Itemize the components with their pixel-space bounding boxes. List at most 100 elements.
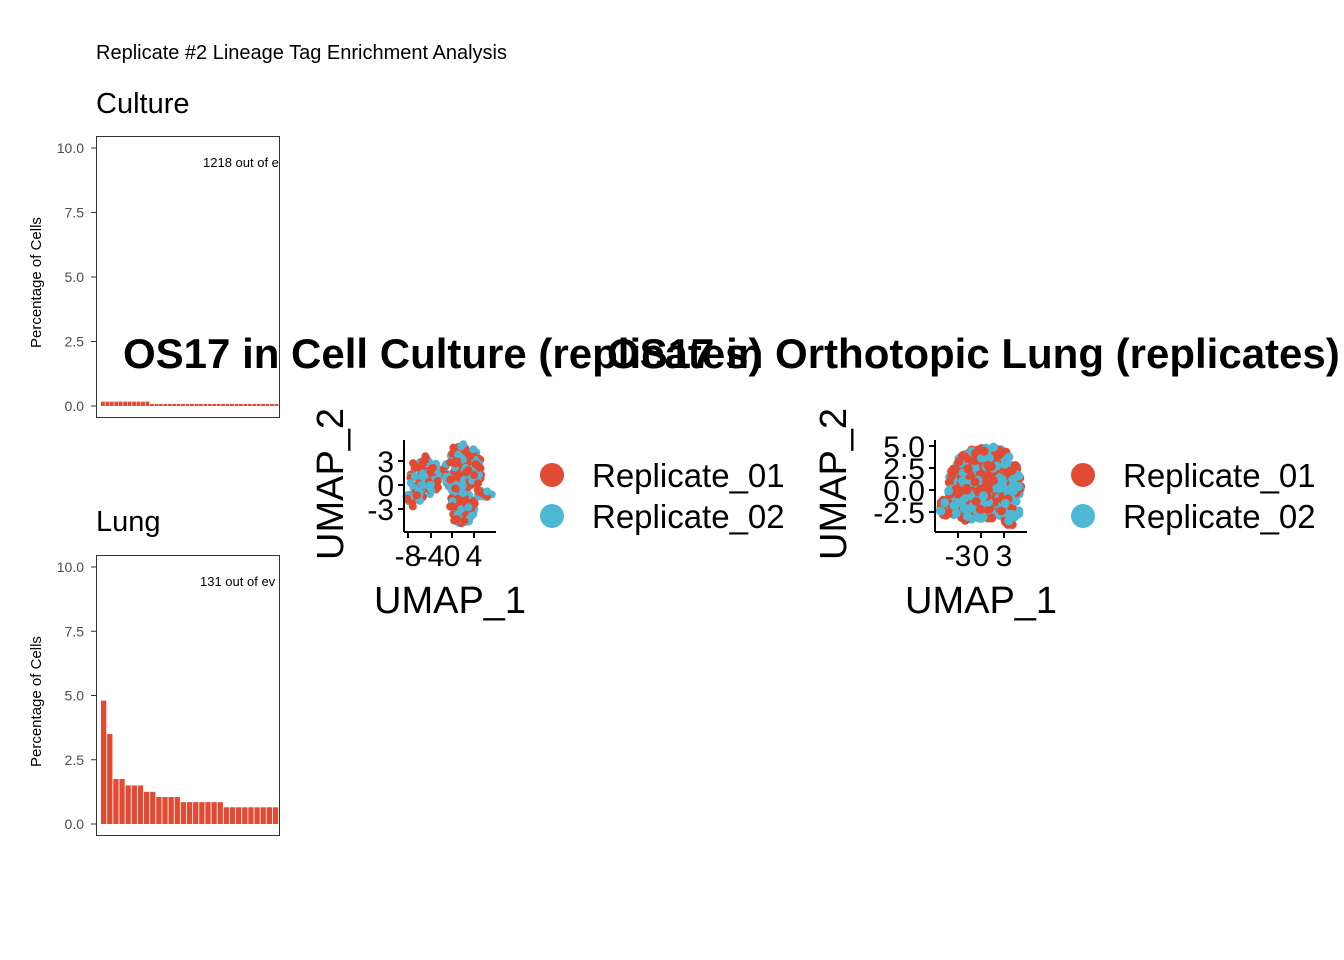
bar (261, 403, 266, 406)
bar (252, 403, 257, 406)
culture-umap: 30-3-8-4 0 4 (367, 440, 496, 573)
y-tick-label: 3 (377, 446, 394, 479)
y-tick-label: 7.5 (65, 623, 85, 639)
lung-umap: 5.02.50.0-2.5 -3 0 3 (873, 431, 1027, 573)
bar (114, 401, 119, 406)
umap-point (944, 486, 954, 496)
bar (131, 785, 137, 824)
umap-point (940, 498, 950, 508)
y-tick-label: 5.0 (65, 688, 85, 704)
bar (243, 403, 248, 406)
bar (168, 797, 174, 824)
umap-point (459, 489, 468, 498)
bar (127, 401, 132, 406)
y-tick-label: 0.0 (883, 475, 925, 508)
umap-point (987, 513, 997, 523)
umap-point (406, 479, 415, 487)
bar (198, 403, 203, 406)
x-tick-label: -8 (395, 540, 422, 573)
bar (101, 401, 105, 406)
bar (270, 403, 274, 406)
culture-umap-y-label: UMAP_2 (310, 407, 352, 560)
x-tick-label: -4 (418, 540, 445, 573)
umap-point (410, 472, 419, 481)
bar (158, 403, 163, 406)
umap-point (978, 512, 988, 522)
lung-umap-title: OS17 in Orthotopic Lung (replicates) (607, 330, 1340, 377)
bar (190, 403, 194, 406)
bar (137, 785, 144, 824)
umap-point (466, 452, 475, 461)
umap-point (451, 484, 460, 493)
bar (149, 403, 154, 406)
bar (207, 403, 212, 406)
umap-point (963, 464, 973, 474)
umap-point (471, 460, 480, 469)
umap-point (963, 512, 972, 521)
umap-point (1007, 466, 1017, 475)
umap-point (971, 497, 981, 506)
umap-point (474, 479, 482, 488)
umap-point (448, 502, 457, 511)
lung-panel-border (96, 555, 280, 836)
legend-label: Replicate_02 (1123, 498, 1316, 535)
page-title: Replicate #2 Lineage Tag Enrichment Anal… (96, 42, 507, 64)
bar (154, 403, 159, 406)
y-tick-label: 10.0 (57, 559, 84, 575)
umap-point (470, 471, 479, 480)
y-tick-label: -3 (367, 494, 394, 527)
umap-point (989, 442, 998, 452)
bar (119, 779, 125, 824)
bar (136, 401, 141, 406)
umap-point (975, 504, 985, 514)
umap-point (983, 480, 993, 490)
legend-label: Replicate_01 (592, 457, 785, 494)
bar (162, 797, 168, 824)
bar (217, 802, 223, 824)
lung-bar-chart: 131 out of ev 0.0 2.5 5.0 7.5 10.0 (57, 555, 280, 836)
umap-point (947, 471, 957, 481)
bar (223, 807, 230, 824)
x-tick-label: 3 (996, 540, 1013, 573)
umap-point (454, 450, 462, 459)
bar (254, 807, 260, 824)
y-tick-label: 0 (377, 470, 394, 503)
bar (156, 797, 162, 824)
y-tick-label: 10.0 (57, 140, 84, 156)
bar (272, 807, 279, 824)
umap-point (433, 483, 442, 492)
umap-point (458, 481, 467, 490)
x-tick-label: 4 (466, 540, 483, 573)
umap-point (1008, 486, 1018, 496)
bar (143, 791, 150, 825)
umap-point (464, 503, 473, 512)
umap-point (961, 452, 971, 462)
umap-point (983, 460, 993, 470)
umap-point (994, 450, 1004, 460)
y-tick-label: 5.0 (65, 269, 85, 285)
umap-point (979, 446, 989, 456)
bar (163, 403, 168, 406)
legend-dot (540, 463, 564, 487)
culture-panel-title: Culture (96, 88, 190, 120)
umap-point (446, 475, 455, 484)
bar (101, 700, 107, 824)
umap-point (998, 477, 1008, 486)
umap-point (971, 462, 981, 472)
umap-point (419, 481, 427, 490)
bar (205, 802, 211, 824)
umap-point (457, 442, 466, 451)
y-tick-label: 0.0 (65, 398, 85, 414)
umap-point (951, 508, 961, 518)
umap-point (483, 487, 492, 496)
legend-dot (1071, 463, 1095, 487)
umap-point (936, 506, 946, 516)
umap-point (469, 445, 478, 454)
umap-point (1008, 475, 1018, 484)
y-tick-label: 0.0 (65, 816, 85, 832)
bar (118, 401, 123, 406)
umap-point (418, 461, 427, 470)
bar (216, 403, 221, 406)
y-tick-label: 2.5 (65, 334, 85, 350)
umap-point (954, 457, 964, 467)
